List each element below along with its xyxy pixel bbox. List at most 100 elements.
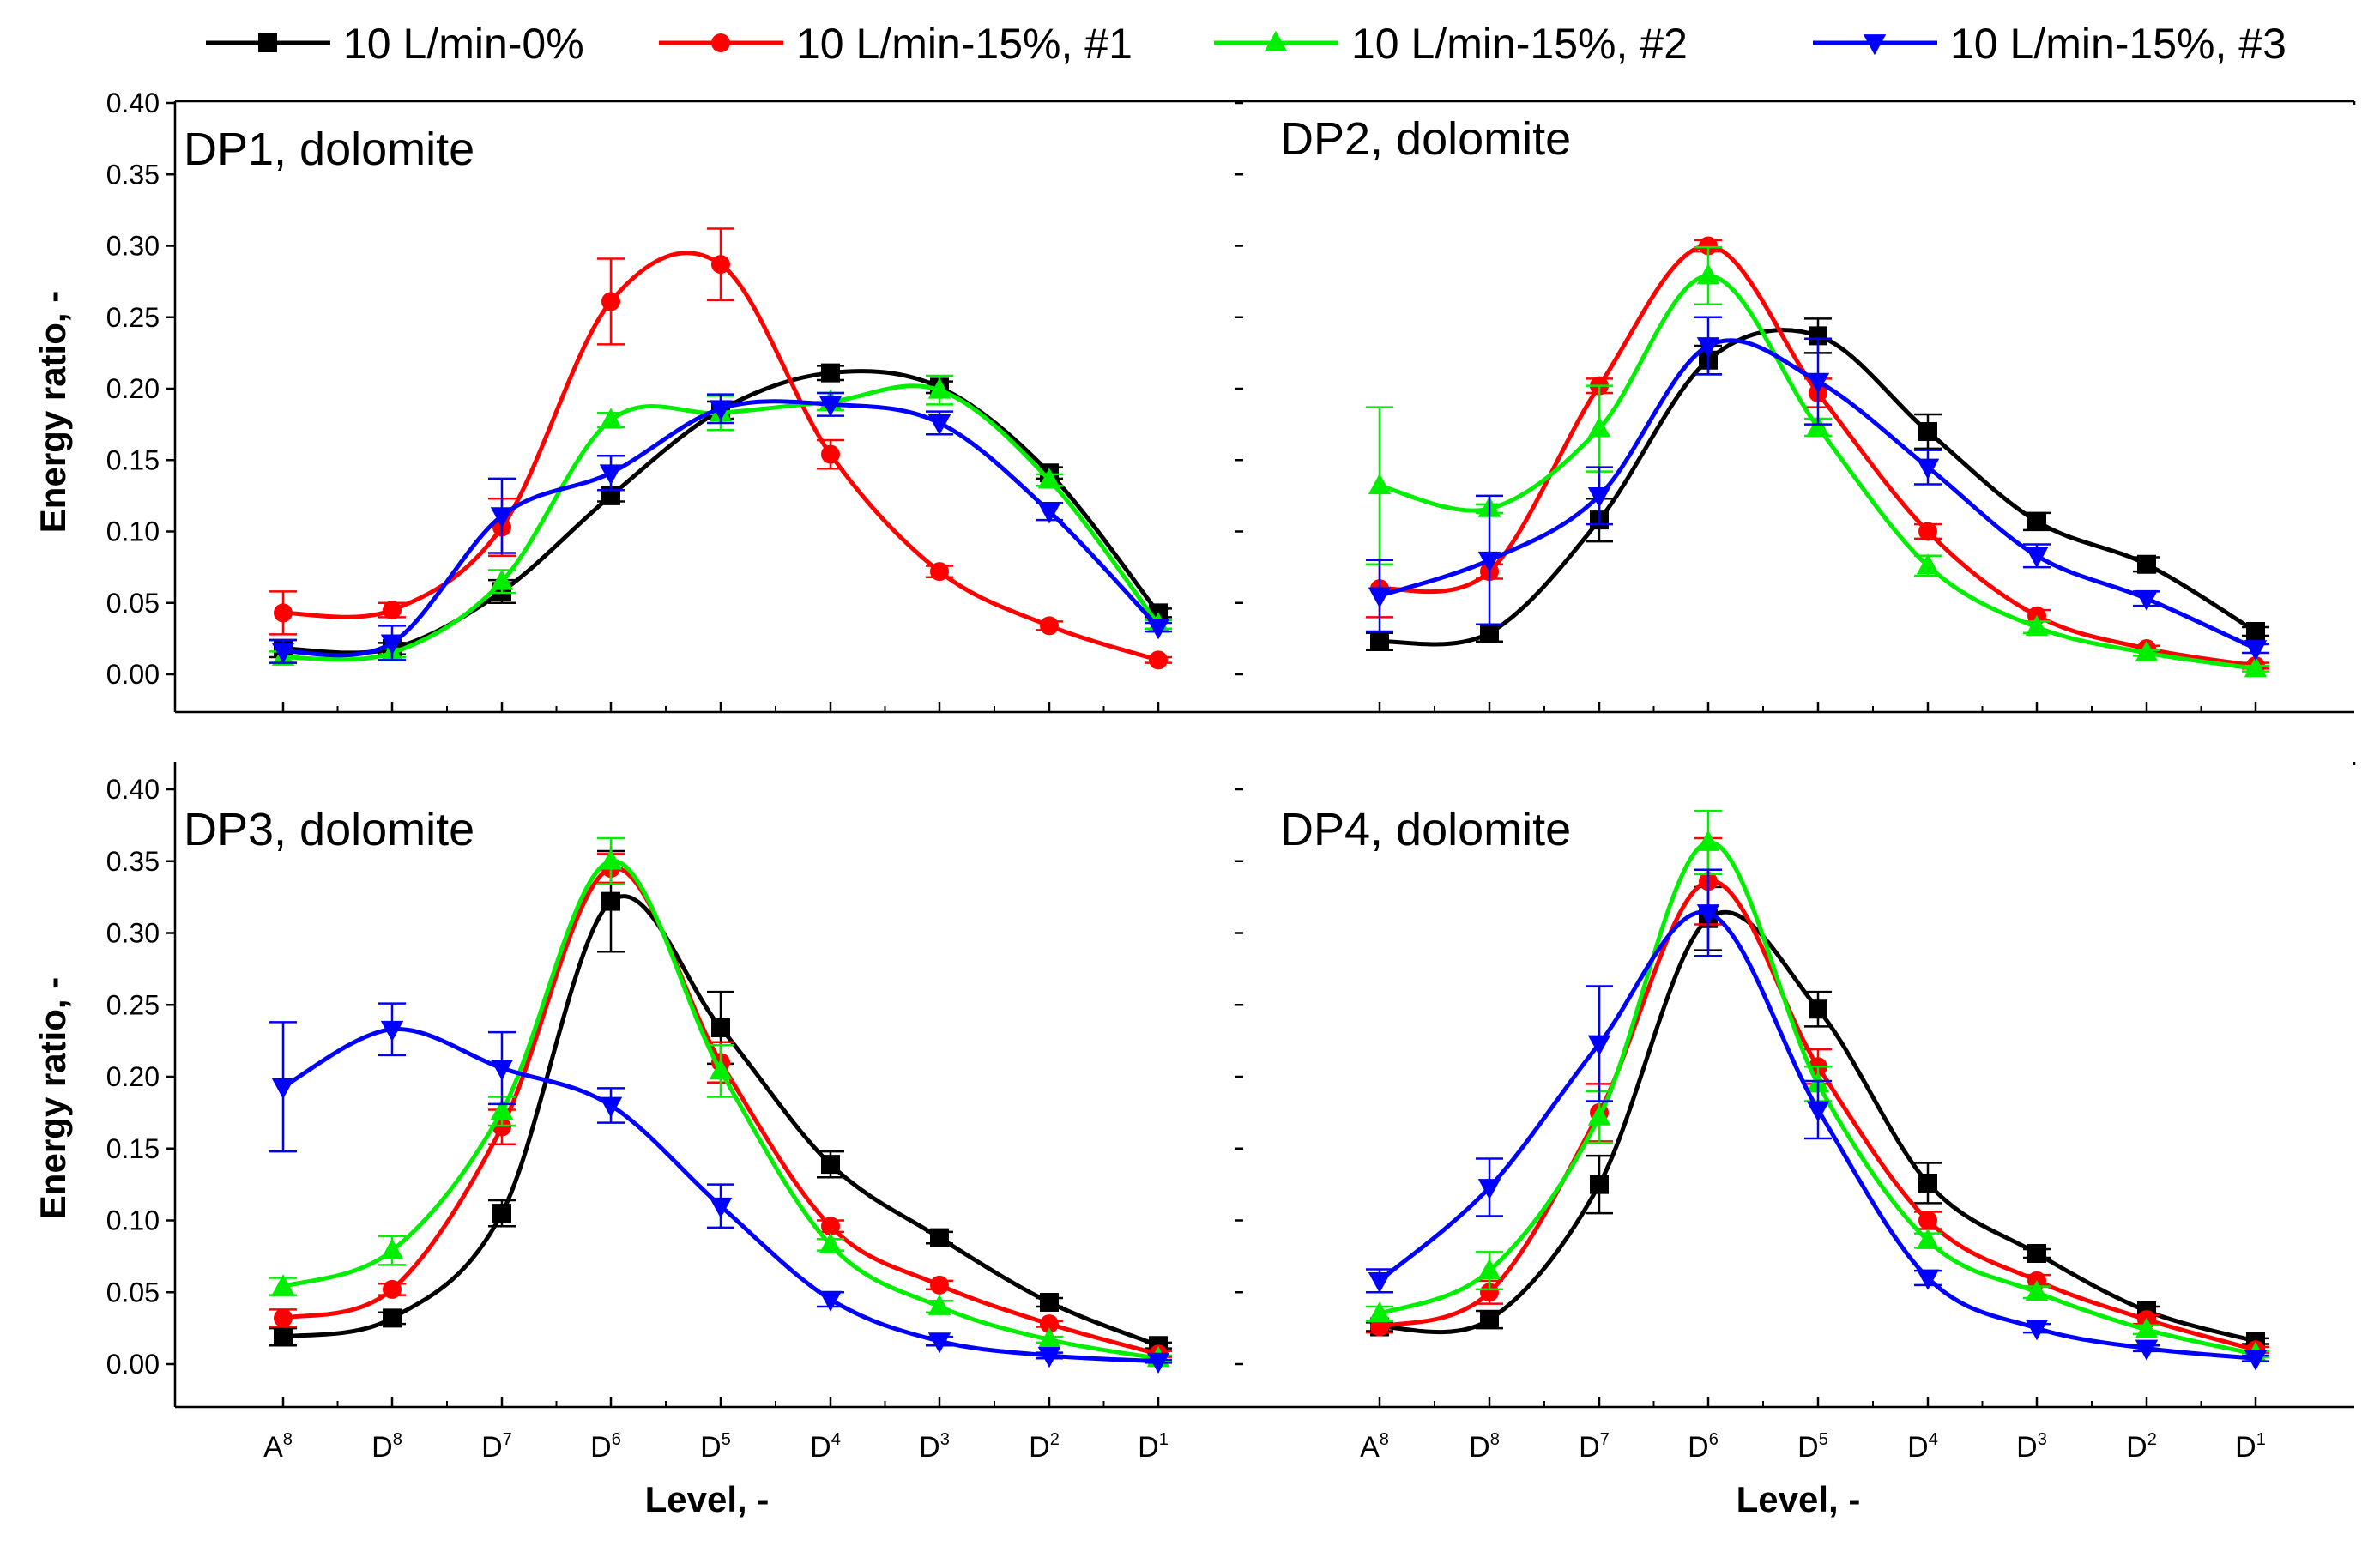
data-point: [1146, 619, 1170, 640]
data-point: [1809, 999, 1827, 1019]
data-point: [1040, 1314, 1059, 1334]
legend-item-10-l-min-15-1: 10 L/min-15%, #1: [659, 20, 1133, 68]
data-point: [599, 464, 623, 486]
data-point: [1918, 522, 1937, 541]
y-tick-label: 0.40: [106, 774, 160, 805]
y-tick-label: 0.00: [106, 659, 160, 690]
x-tick-label: A8: [263, 1430, 293, 1464]
data-point: [2135, 1339, 2159, 1361]
series-10-l-min-15-1: [1366, 236, 2269, 676]
y-tick-label: 0.15: [106, 1133, 160, 1164]
data-point: [1918, 421, 1937, 441]
data-point: [599, 848, 623, 870]
data-point: [1477, 1179, 1501, 1200]
data-point: [927, 414, 951, 436]
data-point: [492, 1204, 511, 1223]
y-tick-label: 0.35: [106, 159, 160, 190]
series-line: [1379, 243, 2256, 668]
data-point: [599, 1096, 623, 1118]
legend-item-10-l-min-15-3: 10 L/min-15%, #3: [1813, 20, 2286, 68]
data-point: [709, 400, 733, 421]
data-point: [821, 363, 840, 383]
data-point: [1918, 1211, 1937, 1230]
series-10-l-min-15-3: [269, 391, 1172, 664]
data-point: [1368, 1301, 1392, 1323]
legend-marker-icon: [1264, 30, 1288, 51]
data-point: [1590, 1175, 1609, 1194]
data-point: [380, 1238, 404, 1259]
y-tick-label: 0.05: [106, 1277, 160, 1307]
series-line: [1378, 909, 2256, 1361]
series-10-l-min-15-3: [1366, 316, 2269, 661]
data-point: [601, 891, 620, 911]
data-point: [711, 255, 730, 275]
data-point: [490, 1060, 514, 1081]
data-point: [271, 1274, 295, 1295]
y-tick-label: 0.20: [106, 373, 160, 404]
data-point: [490, 569, 514, 590]
x-tick-label: D8: [371, 1430, 402, 1464]
y-tick-label: 0.25: [106, 989, 160, 1020]
data-point: [930, 1228, 949, 1247]
data-point: [2244, 1350, 2268, 1371]
data-point: [1696, 904, 1720, 926]
data-point: [2135, 589, 2159, 612]
data-point: [383, 1308, 402, 1328]
data-point: [2025, 1279, 2049, 1301]
data-point: [819, 1290, 843, 1312]
series-10-l-min-0: [269, 849, 1172, 1356]
data-point: [490, 507, 514, 528]
x-tick-label: D8: [1469, 1430, 1500, 1464]
data-point: [271, 643, 295, 664]
data-point: [1699, 236, 1718, 256]
data-point: [1370, 631, 1389, 651]
data-point: [2135, 640, 2159, 661]
series-line: [1379, 273, 2256, 671]
data-point: [930, 562, 949, 582]
y-tick-label: 0.30: [106, 231, 160, 262]
series-10-l-min-15-2: [1366, 245, 2269, 678]
data-point: [1149, 650, 1168, 670]
data-point: [274, 1327, 293, 1347]
panel-dp4: A8 D8 D7 D6 D5 D4 D3 D2 D1 DP4, dolomite: [1235, 762, 2356, 1464]
data-point: [1696, 830, 1720, 851]
panel-dp1: 0.00 0.05 0.10 0.15 0.20 0.25 0.30 0.35 0.40 DP1,…: [106, 88, 1239, 714]
y-tick-label: 0.30: [106, 918, 160, 949]
data-point: [383, 1279, 402, 1299]
data-point: [1806, 372, 1830, 394]
y-axis-label-bottom: Energy ratio, -: [33, 977, 73, 1219]
data-point: [1480, 1283, 1499, 1302]
series-10-l-min-15-1: [269, 853, 1172, 1364]
x-tick-label: D4: [1907, 1430, 1938, 1464]
data-point: [1916, 1269, 1940, 1290]
y-tick-label: 0.10: [106, 516, 160, 547]
legend-marker-icon: [711, 33, 730, 52]
x-tick-label: D6: [1688, 1430, 1719, 1464]
x-tick-label: D2: [2126, 1430, 2157, 1464]
data-point: [709, 1197, 733, 1219]
data-point: [927, 1332, 951, 1354]
series-10-l-min-0: [1366, 317, 2269, 651]
data-point: [1916, 553, 1940, 575]
y-tick-label: 0.20: [106, 1061, 160, 1092]
data-point: [821, 1155, 840, 1175]
data-point: [711, 1018, 730, 1038]
x-tick-label: D5: [700, 1430, 731, 1464]
series-10-l-min-15-2: [1366, 809, 2269, 1363]
x-axis-label-right: Level, -: [1737, 1479, 1861, 1519]
legend-item-10-l-min-15-2: 10 L/min-15%, #2: [1214, 20, 1688, 68]
data-point: [2135, 1317, 2159, 1338]
x-tick-label: D3: [919, 1430, 950, 1464]
chart-panels: 0.00 0.05 0.10 0.15 0.20 0.25 0.30 0.35 0.40 DP1,…: [106, 88, 2356, 1464]
x-tick-label: D1: [1138, 1430, 1169, 1464]
data-point: [1696, 263, 1720, 285]
legend-label: 10 L/min-0%: [343, 20, 584, 68]
data-point: [819, 1232, 843, 1253]
x-tick-label: D2: [1029, 1430, 1060, 1464]
x-axis-label-left: Level, -: [645, 1479, 770, 1519]
x-tick-label: D7: [1579, 1430, 1610, 1464]
data-point: [601, 292, 620, 311]
y-axis-label-top: Energy ratio, -: [33, 291, 73, 533]
data-point: [1806, 1101, 1830, 1122]
y-tick-label: 0.40: [106, 88, 160, 118]
